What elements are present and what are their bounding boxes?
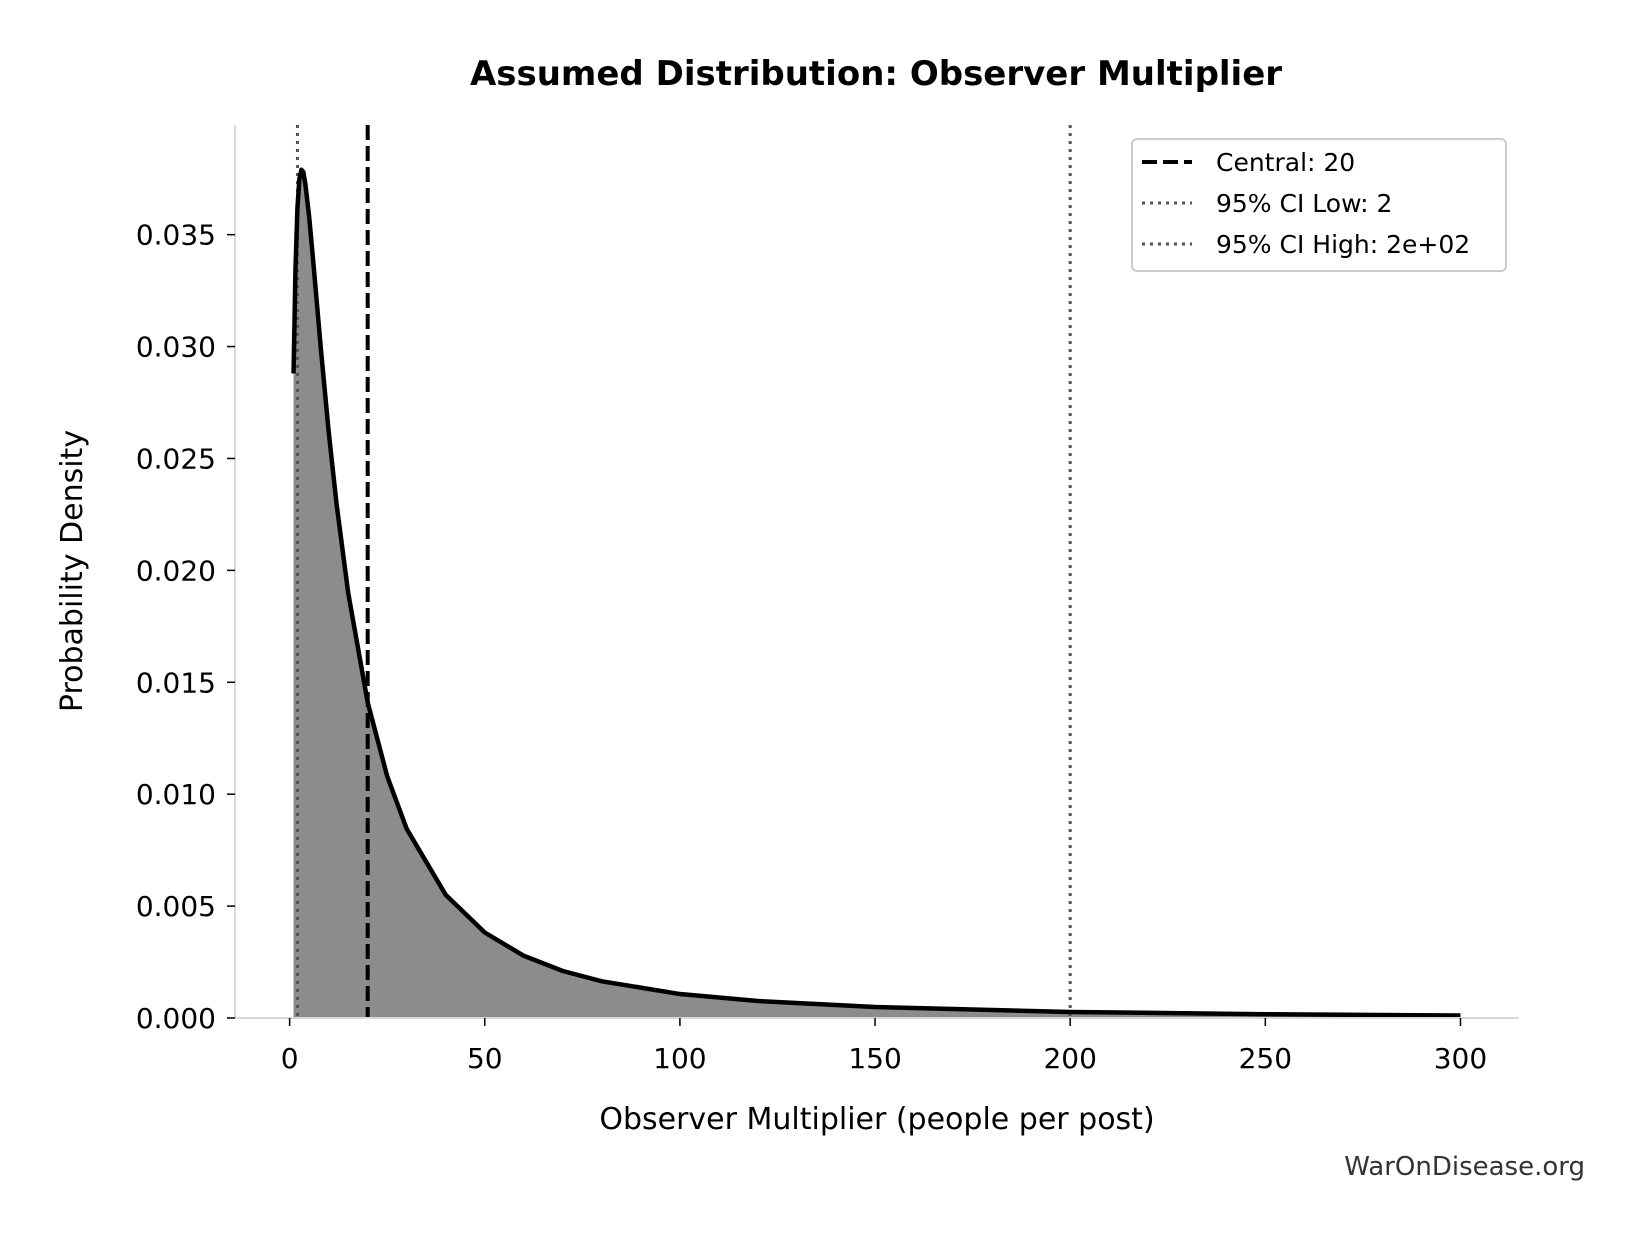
y-tick-label: 0.010 <box>136 778 216 811</box>
y-tick-label: 0.005 <box>136 890 216 923</box>
y-tick-label: 0.020 <box>136 554 216 587</box>
x-tick-label: 0 <box>281 1042 299 1075</box>
x-tick-label: 300 <box>1434 1042 1487 1075</box>
legend-box <box>1131 138 1507 272</box>
y-tick-label: 0.035 <box>136 219 216 252</box>
legend-label-ci-low: 95% CI Low: 2 <box>1216 189 1392 218</box>
x-tick-label: 50 <box>467 1042 503 1075</box>
plot-area: 0 50 100 150 200 250 300 0.0000.0050.0100.0150… <box>136 125 1519 1075</box>
y-tick-label: 0.000 <box>136 1002 216 1035</box>
chart-title: Assumed Distribution: Observer Multiplie… <box>470 54 1282 94</box>
y-tick-label: 0.030 <box>136 331 216 364</box>
density-curve <box>291 167 1461 1018</box>
y-tick-label: 0.025 <box>136 442 216 475</box>
y-axis-title: Probability Density <box>55 430 90 712</box>
x-tick-label: 150 <box>848 1042 901 1075</box>
density-fill <box>293 169 1461 1018</box>
y-tick-label: 0.015 <box>136 666 216 699</box>
x-tick-label: 200 <box>1043 1042 1096 1075</box>
x-axis-title: Observer Multiplier (people per post) <box>599 1102 1154 1137</box>
y-ticks: 0.000 0.005 0.010 0.015 0.020 0.025 0.030 0.035 <box>136 219 235 1035</box>
watermark: WarOnDisease.org <box>1344 1152 1585 1182</box>
legend: Central: 20 95% CI Low: 2 95% CI High: 2… <box>1131 138 1507 272</box>
x-tick-label: 100 <box>653 1042 706 1075</box>
x-tick-label: 250 <box>1239 1042 1292 1075</box>
x-ticks: 0 50 100 150 200 250 300 <box>281 1018 1487 1075</box>
legend-label-central: Central: 20 <box>1216 148 1355 177</box>
legend-label-ci-high: 95% CI High: 2e+02 <box>1216 230 1470 259</box>
